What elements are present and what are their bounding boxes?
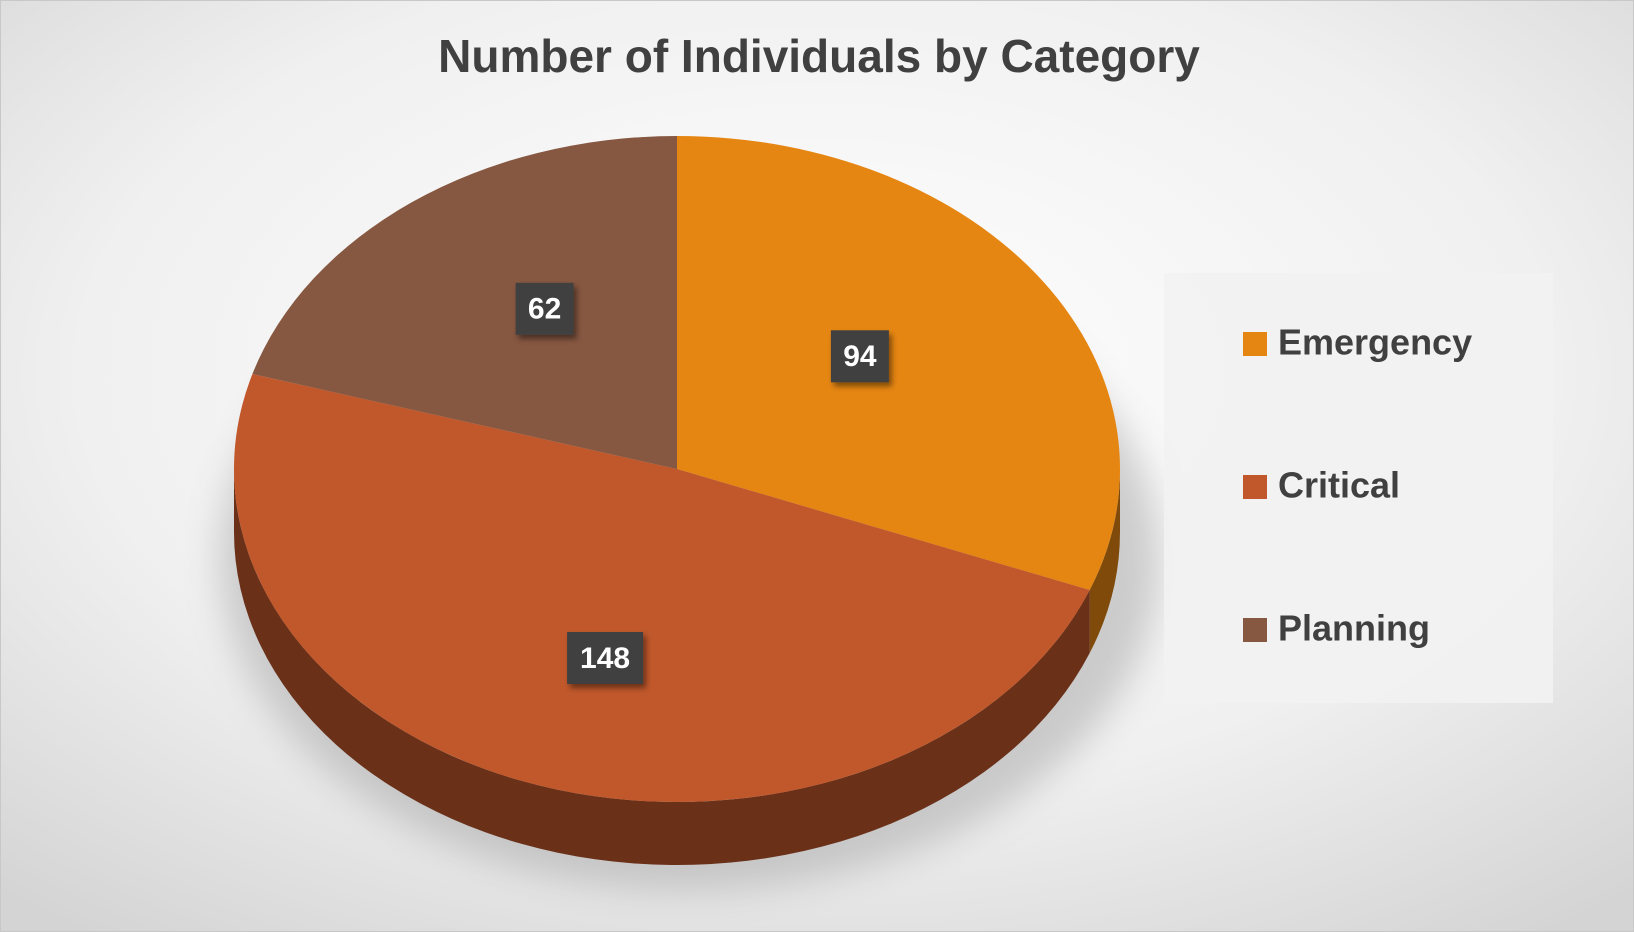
slice-side xyxy=(1089,469,1120,654)
legend-swatch xyxy=(1243,618,1267,642)
legend-swatch xyxy=(1243,475,1267,499)
data-label-box xyxy=(515,282,574,335)
legend-swatch xyxy=(1243,332,1267,356)
slice xyxy=(252,136,677,469)
data-label-text: 62 xyxy=(528,293,561,326)
slice xyxy=(677,136,1120,591)
data-label: 62 xyxy=(515,282,574,335)
legend-box xyxy=(1164,273,1553,703)
data-label: 94 xyxy=(830,330,889,383)
data-label-box xyxy=(567,631,644,684)
legend-label: Emergency xyxy=(1278,322,1472,363)
legend-label: Planning xyxy=(1278,608,1430,649)
slice-side xyxy=(234,469,1090,866)
data-label: 148 xyxy=(567,631,644,684)
legend-label: Critical xyxy=(1278,465,1400,506)
chart-title: Number of Individuals by Category xyxy=(438,30,1200,82)
data-label-box xyxy=(830,330,889,383)
slice xyxy=(233,373,1090,803)
data-label-text: 94 xyxy=(843,340,877,373)
data-label-text: 148 xyxy=(580,642,630,675)
